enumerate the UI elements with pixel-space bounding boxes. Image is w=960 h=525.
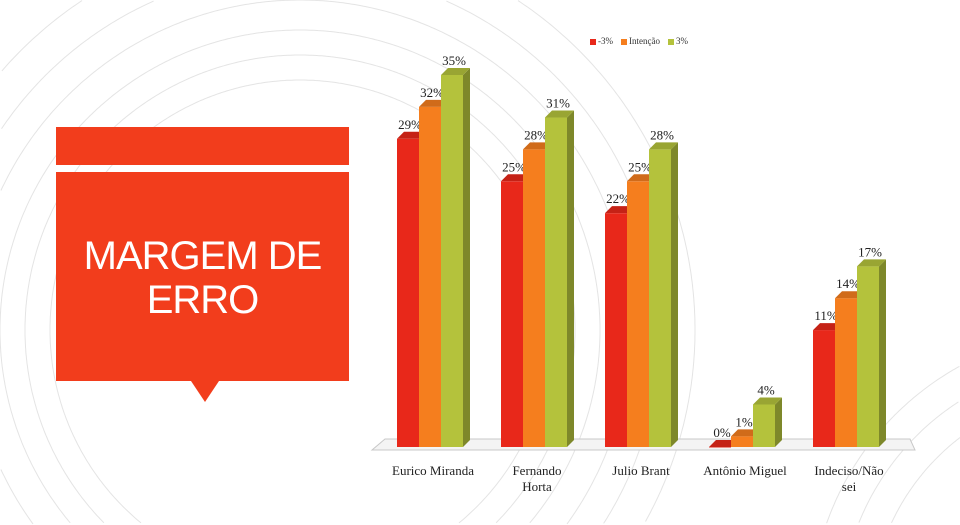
bar-top bbox=[709, 440, 738, 447]
legend-label: -3% bbox=[598, 36, 613, 46]
bar bbox=[857, 266, 879, 447]
bar-top bbox=[501, 174, 530, 182]
background-arc bbox=[517, 0, 696, 330]
data-label: 14% bbox=[836, 276, 860, 291]
background-arc bbox=[24, 54, 576, 524]
bar-side bbox=[879, 259, 886, 447]
legend-item: Intenção bbox=[621, 36, 660, 46]
title-line-1: MARGEM DE bbox=[83, 234, 323, 278]
legend-item: 3% bbox=[667, 36, 688, 46]
background-arc bbox=[0, 0, 631, 330]
bar bbox=[649, 149, 671, 447]
bar bbox=[605, 213, 627, 447]
bar-top bbox=[523, 142, 552, 150]
category-label: Horta bbox=[522, 479, 552, 494]
background-arc bbox=[891, 437, 960, 524]
category-label: Julio Brant bbox=[612, 463, 670, 478]
background-arc bbox=[645, 330, 696, 522]
bar bbox=[627, 181, 649, 448]
slide-title: MARGEM DE ERRO bbox=[56, 234, 349, 322]
bar-top bbox=[835, 291, 864, 299]
chart-legend: -3% Intenção 3% bbox=[590, 36, 688, 46]
bar-top bbox=[441, 68, 470, 75]
data-label: 25% bbox=[502, 159, 526, 174]
bar-top bbox=[649, 142, 678, 150]
data-label: 25% bbox=[628, 159, 652, 174]
bar bbox=[501, 181, 523, 448]
legend-label: Intenção bbox=[629, 36, 660, 46]
title-accent-bar bbox=[56, 127, 349, 165]
bar-top bbox=[731, 429, 760, 437]
bar bbox=[397, 138, 419, 447]
legend-label: 3% bbox=[675, 36, 688, 46]
data-label: 4% bbox=[757, 382, 775, 397]
background-arc bbox=[529, 330, 601, 524]
bar bbox=[813, 330, 835, 447]
background-arc bbox=[49, 79, 551, 524]
category-label: Indeciso/Não bbox=[814, 463, 883, 478]
bar-top bbox=[753, 397, 782, 405]
background-arc bbox=[1, 0, 83, 72]
data-label: 32% bbox=[420, 85, 444, 100]
bar bbox=[709, 447, 731, 448]
legend-item: -3% bbox=[590, 36, 613, 46]
data-label: 1% bbox=[735, 414, 753, 429]
bar-top bbox=[605, 206, 634, 214]
background-arc bbox=[0, 469, 34, 525]
bar-top bbox=[545, 110, 574, 118]
bar-side bbox=[567, 110, 574, 447]
bar bbox=[419, 106, 441, 447]
bar-top bbox=[627, 174, 656, 182]
bar bbox=[441, 75, 463, 447]
bar bbox=[835, 298, 857, 447]
data-label: 31% bbox=[546, 96, 570, 111]
data-label: 28% bbox=[524, 127, 548, 142]
background-arc bbox=[1, 0, 154, 129]
bar bbox=[545, 117, 567, 447]
bar-top bbox=[857, 259, 886, 267]
bar-top bbox=[419, 99, 448, 107]
category-label: Fernando bbox=[512, 463, 561, 478]
bar bbox=[523, 149, 545, 447]
category-label: sei bbox=[842, 479, 857, 494]
title-line-2: ERRO bbox=[146, 278, 260, 322]
data-label: 29% bbox=[398, 117, 422, 132]
bar-top bbox=[813, 323, 842, 331]
category-label: Eurico Miranda bbox=[392, 463, 474, 478]
data-label: 35% bbox=[442, 53, 466, 68]
callout-pointer bbox=[191, 381, 219, 402]
bar-top bbox=[397, 131, 426, 139]
bar bbox=[753, 404, 775, 447]
data-label: 11% bbox=[814, 308, 838, 323]
data-label: 28% bbox=[650, 127, 674, 142]
bar-side bbox=[671, 142, 678, 447]
data-label: 22% bbox=[606, 191, 630, 206]
data-label: 0% bbox=[713, 425, 731, 440]
background-arc bbox=[858, 401, 959, 523]
bar-side bbox=[463, 68, 470, 447]
data-label: 17% bbox=[858, 244, 882, 259]
bar bbox=[731, 436, 753, 447]
title-panel: MARGEM DE ERRO bbox=[56, 172, 349, 381]
bar-side bbox=[775, 397, 782, 447]
category-label: Antônio Miguel bbox=[703, 463, 787, 478]
